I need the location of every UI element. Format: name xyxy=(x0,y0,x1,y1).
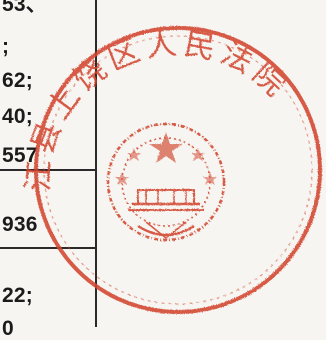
text-fragment: 936 xyxy=(2,213,38,236)
text-fragment: 40; xyxy=(2,105,33,128)
table-border-vertical xyxy=(95,0,97,327)
document-crop: 53、 ; 62; 40; 557 936 22; 0 xyxy=(0,0,97,340)
text-fragment: 557 xyxy=(2,144,38,167)
table-rule-lower xyxy=(0,247,96,249)
text-fragment: 53、 xyxy=(2,0,47,16)
text-fragment: 62; xyxy=(2,69,33,92)
text-fragment: ; xyxy=(2,35,10,58)
text-fragment: 22; xyxy=(2,284,33,307)
text-fragment: 0 xyxy=(2,317,14,340)
table-rule-upper xyxy=(0,169,96,171)
